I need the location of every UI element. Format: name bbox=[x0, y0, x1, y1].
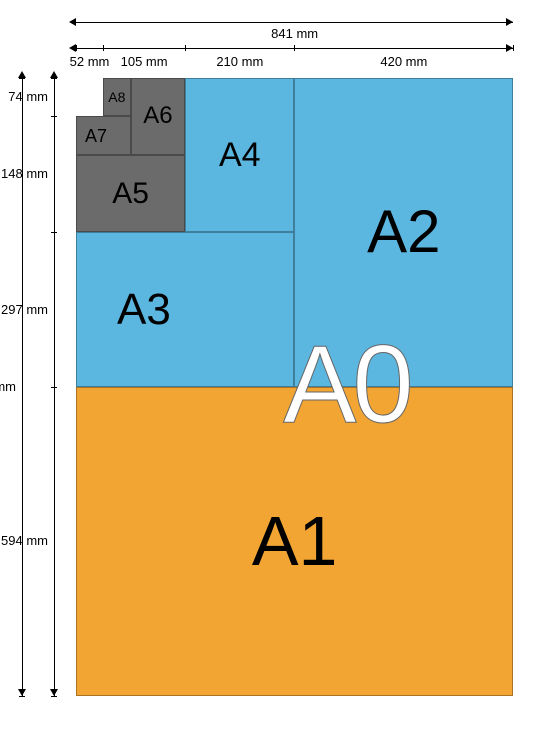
tick bbox=[103, 45, 104, 51]
tick bbox=[294, 45, 295, 51]
paper-label-a7: A7 bbox=[85, 127, 107, 145]
tick bbox=[185, 45, 186, 51]
tick bbox=[51, 696, 57, 697]
arrow-head bbox=[69, 18, 76, 26]
paper-a3: A3 bbox=[76, 232, 294, 386]
paper-label-a6: A6 bbox=[143, 104, 172, 128]
arrow-head bbox=[50, 71, 58, 78]
dim-label: 420 mm bbox=[380, 54, 427, 69]
paper-a6: A6 bbox=[131, 78, 186, 155]
paper-sizes-diagram: A1A2A3A4A5A6A7A8A0841 mm52 mm105 mm210 m… bbox=[0, 0, 542, 740]
tick bbox=[19, 78, 25, 79]
dim-label: 1182 mm bbox=[0, 379, 16, 394]
dim-label: 297 mm bbox=[1, 302, 48, 317]
dim-label: 52 mm bbox=[70, 54, 110, 69]
arrow-head bbox=[506, 18, 513, 26]
dim-label: 594 mm bbox=[1, 533, 48, 548]
tick bbox=[51, 232, 57, 233]
arrow-head bbox=[506, 44, 513, 52]
paper-a8: A8 bbox=[103, 78, 131, 116]
dim-label: 210 mm bbox=[216, 54, 263, 69]
tick bbox=[513, 45, 514, 51]
tick bbox=[51, 116, 57, 117]
paper-a2: A2 bbox=[294, 78, 513, 387]
paper-label-a8: A8 bbox=[108, 90, 125, 104]
tick bbox=[51, 78, 57, 79]
arrow-head bbox=[18, 689, 26, 696]
paper-a5: A5 bbox=[76, 155, 185, 232]
arrow-head bbox=[69, 44, 76, 52]
tick bbox=[19, 696, 25, 697]
dim-label: 841 mm bbox=[271, 26, 318, 41]
arrow-head bbox=[50, 689, 58, 696]
paper-label-a1: A1 bbox=[252, 506, 338, 576]
paper-label-a5: A5 bbox=[112, 179, 149, 209]
dim-label: 74 mm bbox=[8, 89, 48, 104]
paper-label-a3: A3 bbox=[117, 288, 171, 332]
paper-a1: A1 bbox=[76, 387, 513, 696]
paper-label-a2: A2 bbox=[367, 202, 440, 262]
paper-a7: A7 bbox=[76, 116, 131, 154]
paper-label-a4: A4 bbox=[219, 138, 261, 172]
tick bbox=[76, 45, 77, 51]
dim-label: 148 mm bbox=[1, 166, 48, 181]
dim-line bbox=[76, 22, 513, 23]
tick bbox=[51, 387, 57, 388]
paper-a4: A4 bbox=[185, 78, 294, 232]
dim-label: 105 mm bbox=[121, 54, 168, 69]
arrow-head bbox=[18, 71, 26, 78]
